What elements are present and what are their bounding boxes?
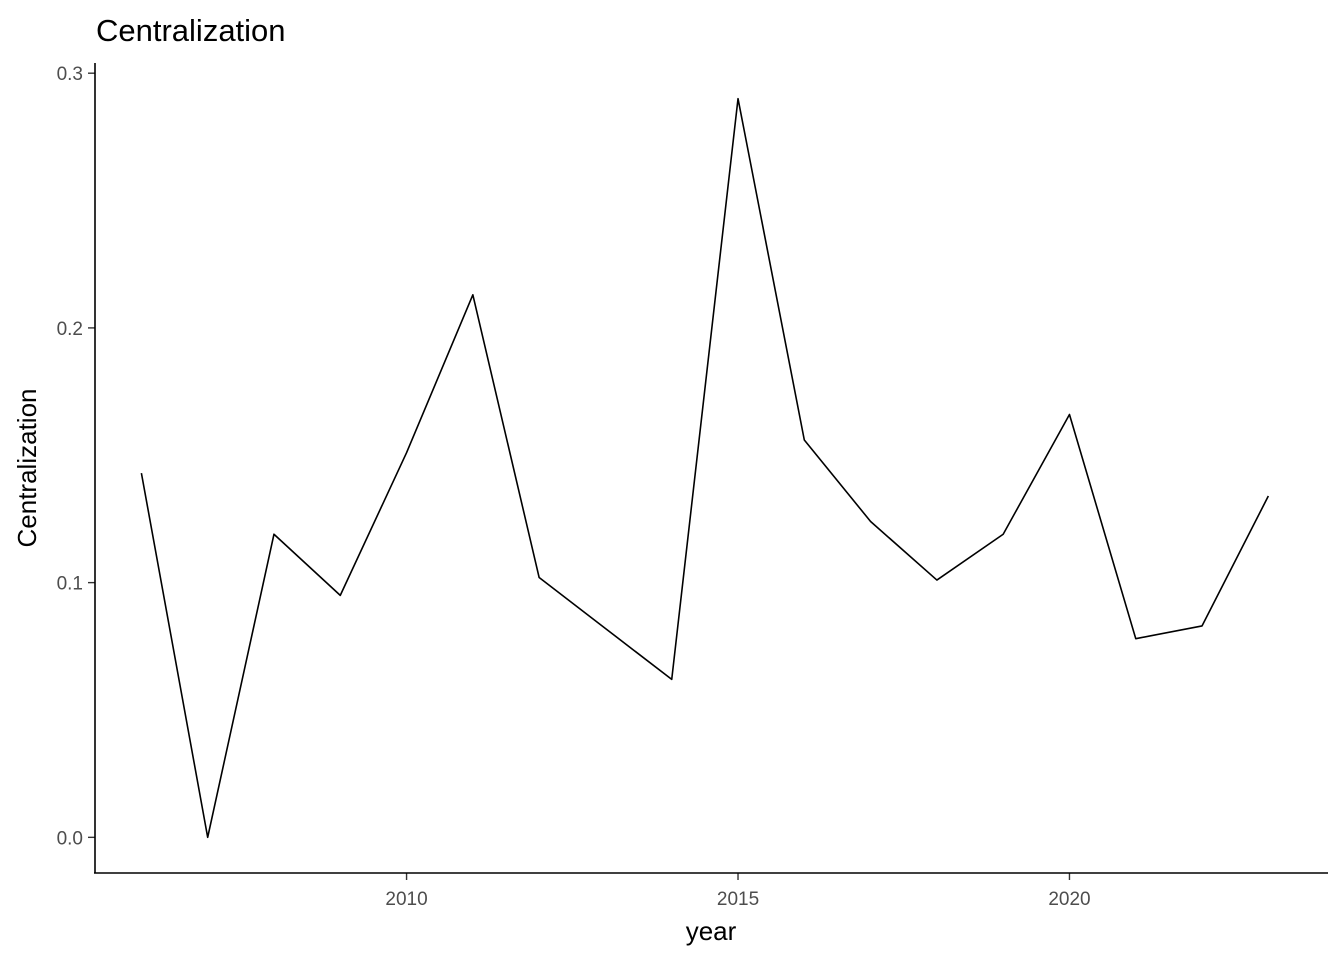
y-tick-label: 0.2 bbox=[57, 319, 83, 340]
x-tick-label: 2020 bbox=[1048, 889, 1090, 910]
x-axis-ticks: 2010 2015 2020 bbox=[385, 873, 1091, 910]
series-line bbox=[140, 97, 1270, 839]
x-tick-label: 2015 bbox=[717, 889, 759, 910]
x-tick-label: 2010 bbox=[385, 889, 427, 910]
y-tick-label: 0.0 bbox=[57, 828, 83, 849]
y-tick-label: 0.1 bbox=[57, 574, 83, 595]
chart-title: Centralization bbox=[96, 13, 286, 48]
y-axis-title: Centralization bbox=[12, 389, 42, 548]
y-axis-ticks: 0.0 0.1 0.2 0.3 bbox=[57, 64, 95, 849]
y-tick-label: 0.3 bbox=[57, 64, 83, 85]
x-axis-title: year bbox=[686, 916, 737, 946]
